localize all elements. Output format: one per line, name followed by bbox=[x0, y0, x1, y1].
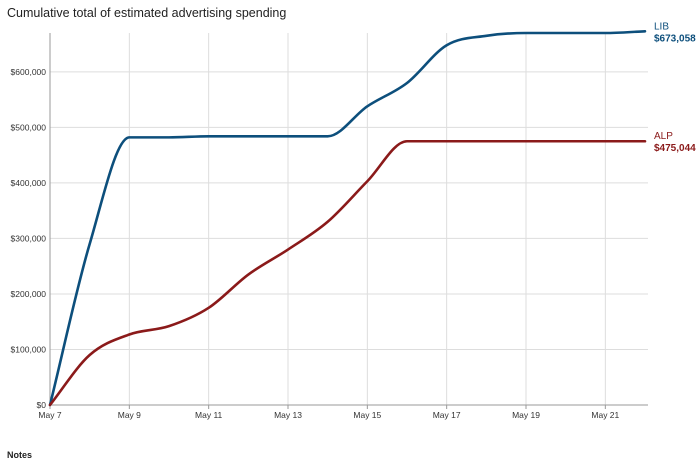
x-tick-label: May 13 bbox=[274, 410, 302, 420]
y-tick-label: $0 bbox=[37, 400, 47, 410]
grid-lines bbox=[50, 33, 648, 405]
series-label-alp: ALP bbox=[654, 131, 673, 142]
x-tick-label: May 11 bbox=[195, 410, 223, 420]
x-tick-label: May 19 bbox=[512, 410, 540, 420]
series-value-lib: $673,058 bbox=[654, 33, 696, 44]
notes-label: Notes bbox=[7, 450, 33, 460]
y-tick-label: $100,000 bbox=[11, 344, 47, 354]
y-tick-label: $400,000 bbox=[11, 178, 47, 188]
y-tick-label: $200,000 bbox=[11, 289, 47, 299]
x-tick-label: May 9 bbox=[118, 410, 141, 420]
x-tick-label: May 7 bbox=[38, 410, 61, 420]
series-label-lib: LIB bbox=[654, 21, 669, 32]
y-tick-label: $300,000 bbox=[11, 233, 47, 243]
series-line-alp bbox=[48, 139, 647, 407]
series-value-alp: $475,044 bbox=[654, 143, 696, 154]
x-tick-label: May 21 bbox=[591, 410, 619, 420]
y-tick-label: $500,000 bbox=[11, 122, 47, 132]
x-tick-label: May 15 bbox=[353, 410, 381, 420]
end-labels: LIB$673,058 ALP$475,044 bbox=[654, 21, 696, 154]
series-line-lib bbox=[48, 30, 647, 407]
series-lines bbox=[48, 30, 647, 407]
axes: $0 $100,000 $200,000 $300,000 $400,000 $500,0… bbox=[11, 33, 648, 420]
x-tick-label: May 17 bbox=[433, 410, 461, 420]
y-tick-label: $600,000 bbox=[11, 67, 47, 77]
chart-title: Cumulative total of estimated advertisin… bbox=[7, 6, 287, 20]
